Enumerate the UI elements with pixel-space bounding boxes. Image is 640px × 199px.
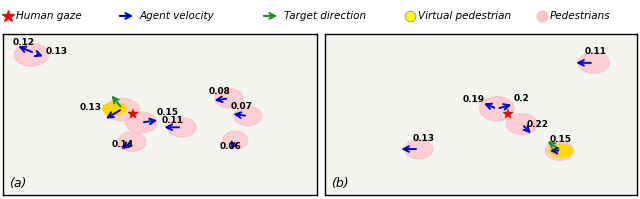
Text: 0.22: 0.22 bbox=[527, 120, 548, 129]
Text: Human gaze: Human gaze bbox=[16, 11, 82, 21]
Text: 0.19: 0.19 bbox=[463, 95, 484, 104]
Ellipse shape bbox=[215, 89, 243, 108]
Text: 0.08: 0.08 bbox=[209, 87, 230, 96]
Ellipse shape bbox=[125, 112, 157, 133]
Ellipse shape bbox=[223, 131, 248, 149]
Ellipse shape bbox=[14, 44, 49, 66]
Ellipse shape bbox=[234, 106, 262, 126]
Point bbox=[405, 14, 415, 18]
Text: 0.13: 0.13 bbox=[45, 47, 68, 56]
Text: 0.13: 0.13 bbox=[413, 134, 435, 143]
Text: 0.15: 0.15 bbox=[157, 108, 179, 117]
Text: 0.15: 0.15 bbox=[550, 135, 572, 144]
Ellipse shape bbox=[545, 141, 573, 160]
Ellipse shape bbox=[118, 132, 146, 151]
Text: 0.07: 0.07 bbox=[230, 102, 253, 111]
Ellipse shape bbox=[404, 139, 433, 159]
Circle shape bbox=[102, 103, 127, 115]
Ellipse shape bbox=[506, 114, 538, 135]
Ellipse shape bbox=[578, 52, 609, 73]
Text: Agent velocity: Agent velocity bbox=[140, 11, 215, 21]
Text: Pedestrians: Pedestrians bbox=[550, 11, 611, 21]
Text: 0.14: 0.14 bbox=[111, 140, 134, 149]
Ellipse shape bbox=[168, 118, 196, 137]
Text: 0.13: 0.13 bbox=[80, 103, 102, 112]
Ellipse shape bbox=[480, 97, 514, 121]
Circle shape bbox=[549, 144, 573, 157]
Text: Target direction: Target direction bbox=[284, 11, 366, 21]
Text: 0.11: 0.11 bbox=[584, 47, 606, 56]
Text: Virtual pedestrian: Virtual pedestrian bbox=[418, 11, 511, 21]
Text: 0.06: 0.06 bbox=[220, 142, 241, 151]
Text: 0.11: 0.11 bbox=[161, 116, 184, 125]
Text: 0.12: 0.12 bbox=[13, 38, 35, 47]
Point bbox=[537, 14, 547, 18]
Text: 0.2: 0.2 bbox=[514, 94, 530, 103]
Text: (b): (b) bbox=[332, 177, 349, 190]
Text: (a): (a) bbox=[10, 177, 27, 190]
Ellipse shape bbox=[105, 98, 140, 121]
